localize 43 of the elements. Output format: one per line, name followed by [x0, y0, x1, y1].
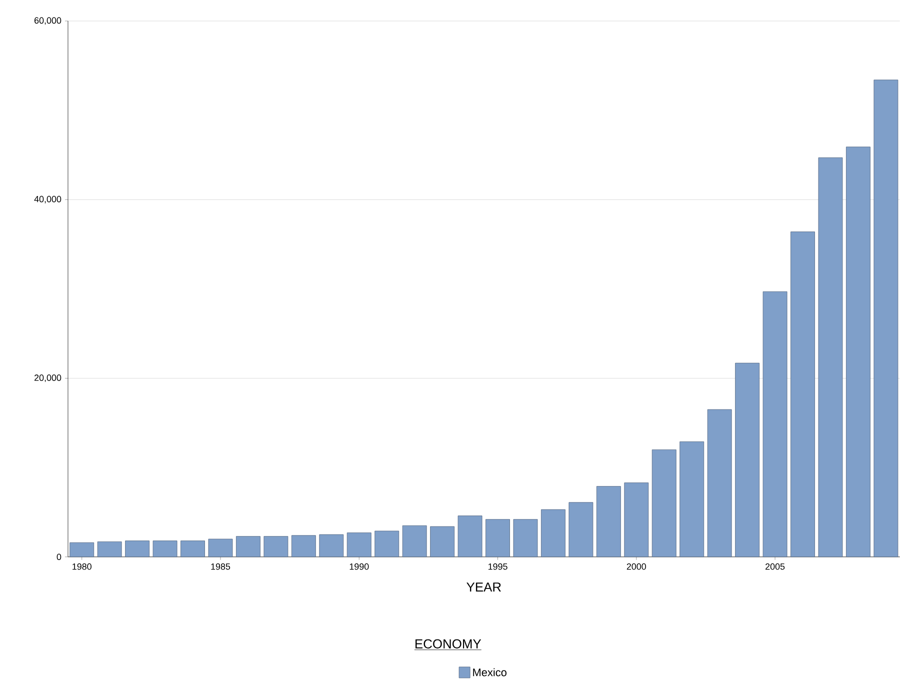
bar: [513, 519, 538, 558]
bar: [735, 362, 760, 558]
x-tick-label: 1980: [72, 563, 92, 570]
bar: [874, 80, 898, 558]
bar: [291, 535, 316, 558]
bar: [208, 538, 233, 558]
bar: [596, 486, 621, 558]
bar: [152, 540, 178, 558]
legend-title: ECONOMY: [416, 639, 482, 649]
bar: [264, 536, 288, 558]
bar: [568, 502, 594, 558]
y-tick-label: 60,000: [34, 17, 62, 25]
x-axis-title: YEAR: [466, 582, 501, 592]
bar: [624, 482, 649, 558]
y-tick-label: 20,000: [34, 374, 62, 382]
x-tick-label: 2005: [766, 563, 785, 570]
x-tick-label: 2000: [626, 563, 646, 570]
bar: [374, 530, 400, 558]
bar: [70, 542, 94, 558]
bar: [846, 146, 870, 558]
legend-label: Mexico: [473, 668, 506, 676]
bar: [762, 291, 788, 558]
bar: [236, 536, 260, 558]
bar: [125, 540, 150, 558]
bar: [458, 516, 482, 558]
bar: [180, 540, 205, 558]
bar: [402, 525, 427, 558]
x-tick-label: 1995: [488, 563, 508, 570]
bar: [541, 509, 566, 558]
y-tick-label: 0: [56, 554, 62, 560]
bar: [319, 534, 344, 558]
bar: [818, 158, 843, 558]
y-tick-label: 40,000: [34, 196, 62, 204]
x-tick-label: 1985: [211, 563, 230, 570]
bar: [790, 232, 815, 558]
x-tick-label: 1990: [350, 563, 369, 570]
bar: [346, 532, 372, 558]
bar: [97, 542, 122, 558]
bar: [430, 526, 454, 558]
bar: [652, 450, 676, 558]
bar: [680, 442, 704, 558]
bar: [707, 409, 732, 558]
bar: [486, 519, 510, 558]
